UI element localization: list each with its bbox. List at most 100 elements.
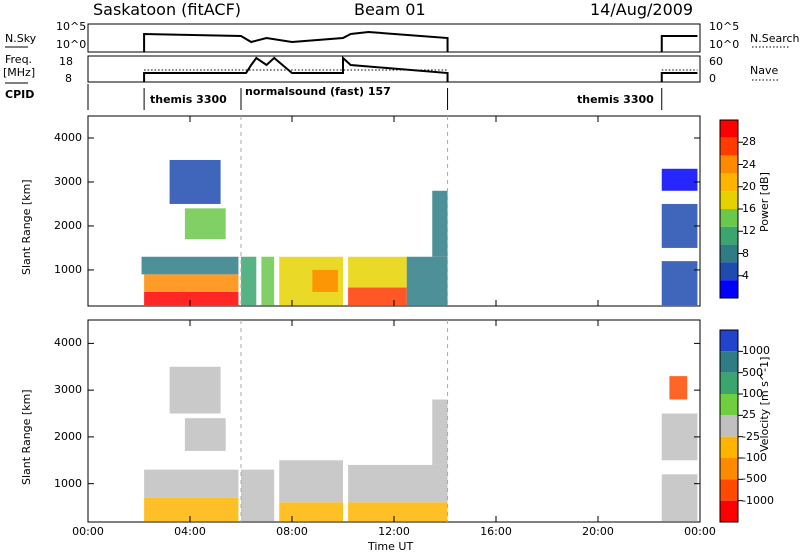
velocity-region-3 (169, 366, 221, 414)
xtick-label-0: 00:00 (72, 525, 104, 538)
nave-tick-bottom: 0 (709, 72, 716, 85)
power-colorbar-tick-label-4: 12 (742, 224, 756, 238)
velocity-ylabel: Slant Range [km] (20, 389, 33, 485)
velocity-colorbar-cell-6 (720, 458, 738, 480)
power-region-10 (348, 256, 407, 288)
velocity-colorbar-cell-8 (720, 500, 738, 522)
velocity-region-5 (279, 502, 343, 522)
nave-label: Nave (750, 64, 779, 77)
freq-trace-late (660, 72, 698, 82)
power-region-5 (241, 256, 257, 306)
power-region-15 (661, 168, 698, 191)
velocity-region-1 (144, 469, 239, 498)
velocity-region-9 (432, 399, 448, 465)
nsky-right-tick-top: 10^5 (709, 20, 740, 33)
power-colorbar-tick-label-5: 8 (742, 246, 749, 260)
power-region-6 (261, 256, 275, 306)
freq-tick-bottom: 8 (65, 72, 72, 85)
station-title: Saskatoon (fitACF) (93, 0, 242, 19)
velocity-colorbar-cell-3 (720, 394, 738, 416)
power-colorbar-cell-4 (720, 191, 738, 209)
velocity-region-8 (348, 464, 448, 503)
power-colorbar-cell-9 (720, 280, 738, 298)
power-colorbar-tick-label-3: 16 (742, 202, 756, 215)
velocity-colorbar-cell-4 (720, 415, 738, 437)
velocity-ytick-label-2: 3000 (54, 383, 82, 397)
cpid-segment-2: normalsound (fast) 157 (245, 85, 391, 98)
power-colorbar-cell-3 (720, 173, 738, 192)
velocity-region-12 (669, 376, 688, 400)
power-ytick-label-2: 3000 (54, 174, 82, 188)
power-colorbar-tick-label-6: 4 (742, 268, 749, 282)
power-colorbar-tick-label-2: 20 (742, 179, 756, 193)
velocity-ytick-label-0: 1000 (54, 476, 82, 490)
nsky-tick-top: 10^5 (56, 20, 87, 33)
xtick-label-1: 04:00 (174, 525, 206, 538)
power-region-2 (141, 256, 239, 275)
power-region-4 (169, 159, 221, 204)
power-colorbar-cell-2 (720, 155, 738, 174)
nave-tick-top: 60 (709, 55, 723, 68)
velocity-colorbar-cell-1 (720, 351, 738, 373)
nsky-tick-bottom: 10^0 (56, 38, 87, 51)
freq-label-line1: Freq. (5, 53, 33, 66)
power-ytick-label-3: 4000 (54, 130, 82, 144)
power-region-12 (432, 190, 448, 257)
velocity-colorbar-frame (719, 329, 739, 523)
nsky-trace (143, 30, 449, 52)
power-ylabel: Slant Range [km] (20, 179, 33, 275)
nsearch-label: N.Search (750, 32, 800, 45)
beam-title: Beam 01 (354, 0, 426, 19)
power-region-11 (406, 256, 448, 306)
xtick-label-3: 12:00 (378, 525, 410, 538)
velocity-colorbar-cell-7 (720, 479, 738, 501)
velocity-region-6 (279, 460, 343, 503)
power-region-1 (144, 274, 239, 292)
xtick-label-6: 00:00 (684, 525, 716, 538)
cpid-label: CPID (5, 88, 35, 101)
velocity-colorbar-cell-2 (720, 372, 738, 394)
freq-panel-frame (87, 55, 701, 83)
nsky-label: N.Sky (5, 32, 37, 45)
nsky-panel-frame (87, 23, 701, 53)
velocity-region-0 (144, 497, 239, 522)
freq-tick-top: 18 (59, 55, 73, 68)
xtick-label-5: 20:00 (582, 525, 614, 538)
power-colorbar-label: Power [dB] (758, 172, 771, 232)
power-colorbar-tick-label-1: 24 (742, 157, 756, 171)
velocity-colorbar-tick-label-3: 25 (742, 408, 756, 422)
power-colorbar-cell-6 (720, 226, 738, 245)
nsky-trace-late (660, 35, 698, 52)
power-region-0 (144, 291, 239, 306)
power-region-14 (661, 203, 698, 248)
velocity-colorbar-tick-label-5: -100 (742, 451, 767, 464)
velocity-colorbar-tick-label-4: -25 (742, 429, 760, 443)
power-region-13 (661, 261, 698, 306)
velocity-ytick-label-3: 4000 (54, 336, 82, 350)
velocity-colorbar-tick-label-1: 500 (742, 365, 763, 379)
velocity-colorbar-tick-label-7: -1000 (742, 493, 774, 507)
velocity-colorbar-label: Velocity [m s^-1] (758, 356, 771, 452)
power-ytick-label-0: 1000 (54, 262, 82, 276)
power-colorbar-tick-label-0: 28 (742, 135, 756, 149)
freq-trace (143, 55, 449, 82)
velocity-colorbar-cell-5 (720, 436, 738, 458)
velocity-colorbar-tick-label-2: 100 (742, 387, 763, 400)
velocity-region-10 (661, 474, 698, 522)
velocity-ytick-label-1: 2000 (54, 429, 82, 443)
date-title: 14/Aug/2009 (590, 0, 694, 19)
velocity-colorbar-cell-0 (720, 330, 738, 352)
power-colorbar-cell-5 (720, 209, 738, 227)
velocity-region-11 (661, 413, 698, 461)
xtick-label-4: 16:00 (480, 525, 512, 538)
xtick-label-2: 08:00 (276, 525, 308, 538)
xlabel: Time UT (368, 540, 414, 553)
cpid-segment-1: themis 3300 (150, 93, 227, 106)
power-ytick-label-1: 2000 (54, 218, 82, 232)
power-region-8 (312, 269, 338, 292)
velocity-region-4 (241, 469, 275, 522)
power-colorbar-cell-7 (720, 244, 738, 263)
velocity-colorbar-tick-label-0: 1000 (742, 344, 770, 358)
velocity-colorbar-tick-label-6: -500 (742, 472, 767, 486)
